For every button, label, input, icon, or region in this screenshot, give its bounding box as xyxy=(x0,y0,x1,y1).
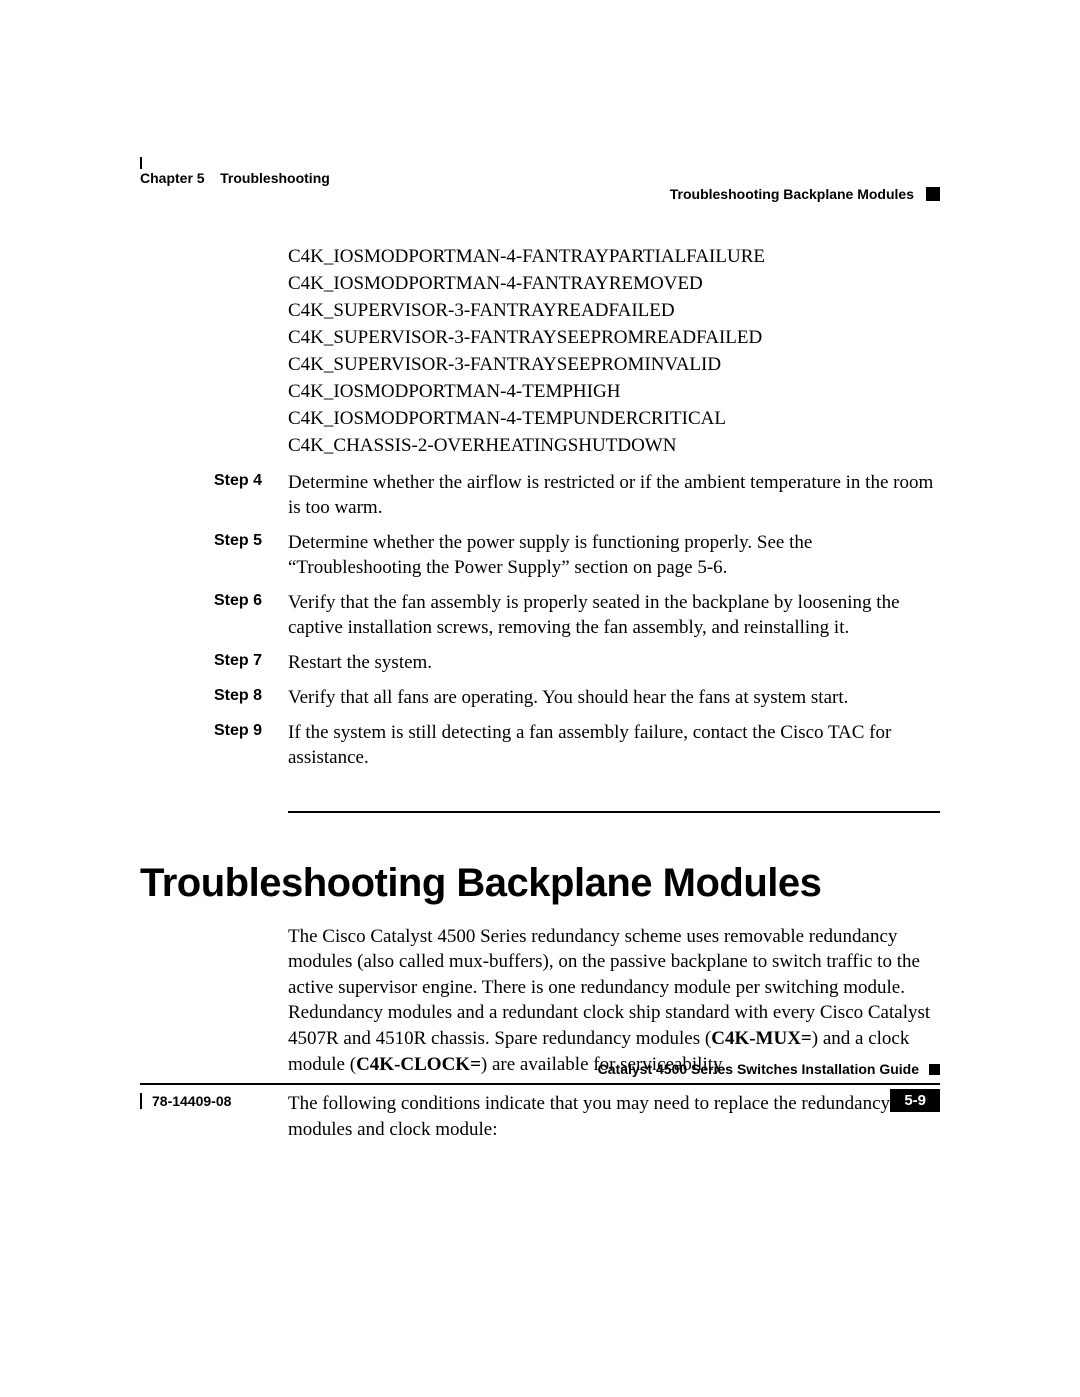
message-item: C4K_SUPERVISOR-3-FANTRAYSEEPROMINVALID xyxy=(288,352,940,379)
section-heading: Troubleshooting Backplane Modules xyxy=(140,861,940,906)
message-item: C4K_SUPERVISOR-3-FANTRAYREADFAILED xyxy=(288,298,940,325)
step-text: Verify that all fans are operating. You … xyxy=(288,685,940,710)
step-label: Step 7 xyxy=(214,650,270,675)
header-section-row: Troubleshooting Backplane Modules xyxy=(670,186,940,202)
header-section-title: Troubleshooting Backplane Modules xyxy=(670,186,914,202)
step-label: Step 8 xyxy=(214,685,270,710)
message-item: C4K_IOSMODPORTMAN-4-FANTRAYREMOVED xyxy=(288,271,940,298)
step-text: Determine whether the power supply is fu… xyxy=(288,530,940,580)
step-row: Step 8 Verify that all fans are operatin… xyxy=(214,685,940,710)
step-label: Step 5 xyxy=(214,530,270,580)
square-icon xyxy=(929,1064,940,1075)
step-text: Determine whether the airflow is restric… xyxy=(288,470,940,520)
footer-tick-icon xyxy=(140,1093,142,1109)
message-item: C4K_CHASSIS-2-OVERHEATINGSHUTDOWN xyxy=(288,433,940,460)
page-number: 5-9 xyxy=(890,1089,940,1112)
document-page: Chapter 5 Troubleshooting Troubleshootin… xyxy=(0,0,1080,1397)
step-row: Step 9 If the system is still detecting … xyxy=(214,720,940,770)
intro-bold-1: C4K-MUX= xyxy=(711,1028,812,1049)
step-row: Step 7 Restart the system. xyxy=(214,650,940,675)
step-label: Step 9 xyxy=(214,720,270,770)
step-row: Step 5 Determine whether the power suppl… xyxy=(214,530,940,580)
footer-bottom-row: 78-14409-08 5-9 xyxy=(140,1089,940,1112)
step-row: Step 4 Determine whether the airflow is … xyxy=(214,470,940,520)
message-list: C4K_IOSMODPORTMAN-4-FANTRAYPARTIALFAILUR… xyxy=(288,244,940,460)
footer-rule xyxy=(140,1083,940,1085)
step-label: Step 6 xyxy=(214,590,270,640)
message-item: C4K_IOSMODPORTMAN-4-FANTRAYPARTIALFAILUR… xyxy=(288,244,940,271)
steps-list: Step 4 Determine whether the airflow is … xyxy=(214,470,940,771)
header-tick-icon xyxy=(140,157,142,169)
message-item: C4K_IOSMODPORTMAN-4-TEMPUNDERCRITICAL xyxy=(288,406,940,433)
page-footer: Catalyst 4500 Series Switches Installati… xyxy=(140,1061,940,1112)
step-row: Step 6 Verify that the fan assembly is p… xyxy=(214,590,940,640)
square-icon xyxy=(926,187,940,201)
page-header: Chapter 5 Troubleshooting xyxy=(140,162,940,186)
footer-guide-title: Catalyst 4500 Series Switches Installati… xyxy=(598,1061,919,1077)
chapter-title: Chapter 5 Troubleshooting xyxy=(140,170,940,186)
footer-doc-number: 78-14409-08 xyxy=(152,1093,231,1109)
page-content: C4K_IOSMODPORTMAN-4-FANTRAYPARTIALFAILUR… xyxy=(140,244,940,1087)
chapter-name: Troubleshooting xyxy=(220,170,330,186)
intro-paragraph: The Cisco Catalyst 4500 Series redundanc… xyxy=(288,924,940,1078)
horizontal-rule xyxy=(288,811,940,813)
step-text: Restart the system. xyxy=(288,650,940,675)
step-label: Step 4 xyxy=(214,470,270,520)
footer-guide-row: Catalyst 4500 Series Switches Installati… xyxy=(140,1061,940,1077)
step-text: If the system is still detecting a fan a… xyxy=(288,720,940,770)
footer-left: 78-14409-08 xyxy=(140,1093,231,1109)
chapter-label: Chapter 5 xyxy=(140,170,205,186)
step-text: Verify that the fan assembly is properly… xyxy=(288,590,940,640)
message-item: C4K_IOSMODPORTMAN-4-TEMPHIGH xyxy=(288,379,940,406)
message-item: C4K_SUPERVISOR-3-FANTRAYSEEPROMREADFAILE… xyxy=(288,325,940,352)
